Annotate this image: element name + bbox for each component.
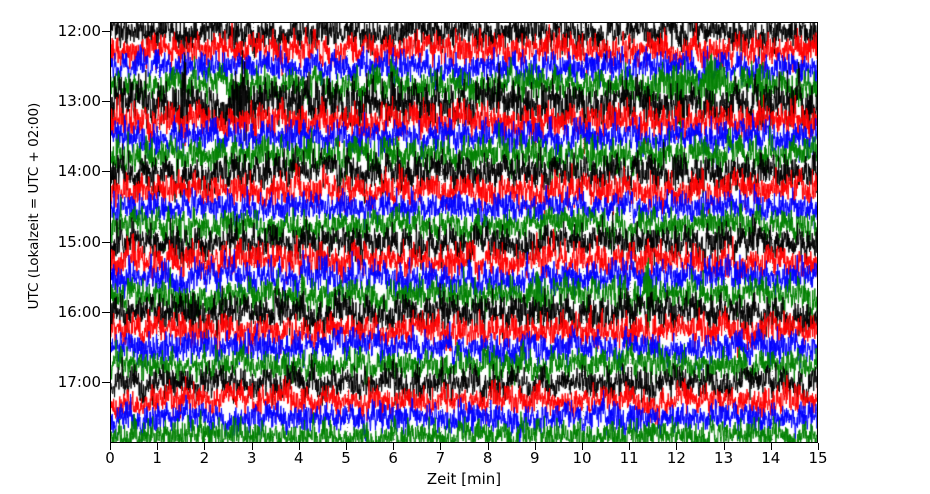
y-tick-mark (102, 101, 110, 103)
y-tick-label-16-00: 16:00 (57, 302, 101, 321)
y-tick-label-17-00: 17:00 (57, 372, 101, 391)
y-tick-label-14-00: 14:00 (57, 162, 101, 181)
x-tick-label-6: 6 (388, 449, 398, 467)
plot-area (110, 22, 818, 443)
x-tick-label-10: 10 (572, 449, 592, 467)
x-tick-mark (204, 443, 206, 450)
y-tick-label-15-00: 15:00 (57, 232, 101, 251)
x-tick-mark (723, 443, 725, 450)
x-tick-label-2: 2 (199, 449, 210, 467)
x-tick-label-5: 5 (341, 449, 351, 467)
x-tick-mark (534, 443, 536, 450)
x-tick-label-7: 7 (435, 449, 446, 467)
x-tick-mark (582, 443, 583, 450)
x-tick-mark (346, 443, 347, 450)
x-tick-label-1: 1 (152, 449, 162, 467)
x-tick-mark (110, 443, 111, 450)
x-tick-label-4: 4 (294, 449, 304, 467)
x-tick-mark (298, 443, 300, 450)
y-tick-label-12-00: 12:00 (57, 22, 101, 41)
y-tick-mark (102, 311, 110, 313)
x-tick-mark (676, 443, 678, 450)
y-tick-mark (102, 31, 110, 33)
x-tick-label-12: 12 (666, 449, 686, 467)
x-tick-mark (770, 443, 772, 450)
x-tick-mark (440, 443, 442, 450)
x-tick-label-3: 3 (246, 449, 257, 467)
y-axis-tick-labels: 12:00 13:00 14:00 15:00 16:00 17:00 (0, 0, 101, 494)
x-tick-mark (487, 443, 489, 450)
y-tick-label-13-00: 13:00 (57, 92, 101, 111)
y-axis-label: UTC (Lokalzeit = UTC + 02:00) (26, 102, 42, 310)
x-tick-mark (818, 443, 819, 450)
x-tick-mark (157, 443, 159, 450)
x-tick-label-15: 15 (808, 449, 828, 467)
x-axis-label: Zeit [min] (426, 470, 502, 488)
x-tick-label-8: 8 (482, 449, 493, 467)
x-tick-label-11: 11 (619, 449, 639, 467)
x-tick-mark (629, 443, 631, 450)
x-tick-label-14: 14 (761, 449, 781, 467)
y-tick-mark (102, 381, 110, 383)
y-tick-mark (102, 171, 110, 173)
seismogram-traces (111, 23, 817, 442)
x-tick-label-0: 0 (105, 449, 115, 467)
x-tick-label-13: 13 (714, 449, 734, 467)
x-tick-mark (393, 443, 395, 450)
x-tick-mark (251, 443, 253, 450)
x-tick-label-9: 9 (530, 449, 540, 467)
y-tick-mark (102, 241, 110, 243)
